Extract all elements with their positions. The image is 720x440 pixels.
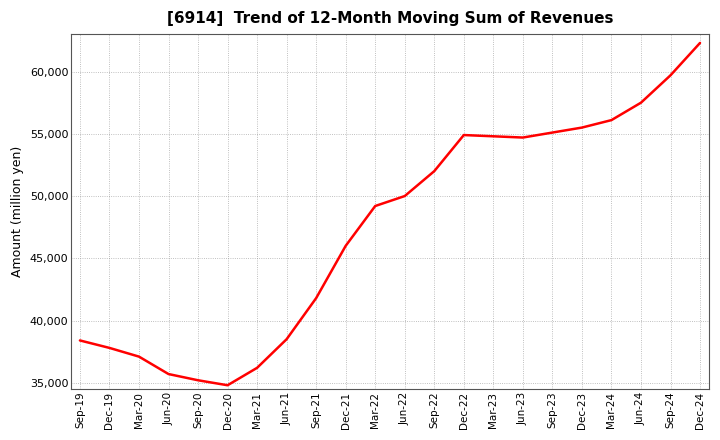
Title: [6914]  Trend of 12-Month Moving Sum of Revenues: [6914] Trend of 12-Month Moving Sum of R… bbox=[167, 11, 613, 26]
Y-axis label: Amount (million yen): Amount (million yen) bbox=[11, 146, 24, 277]
